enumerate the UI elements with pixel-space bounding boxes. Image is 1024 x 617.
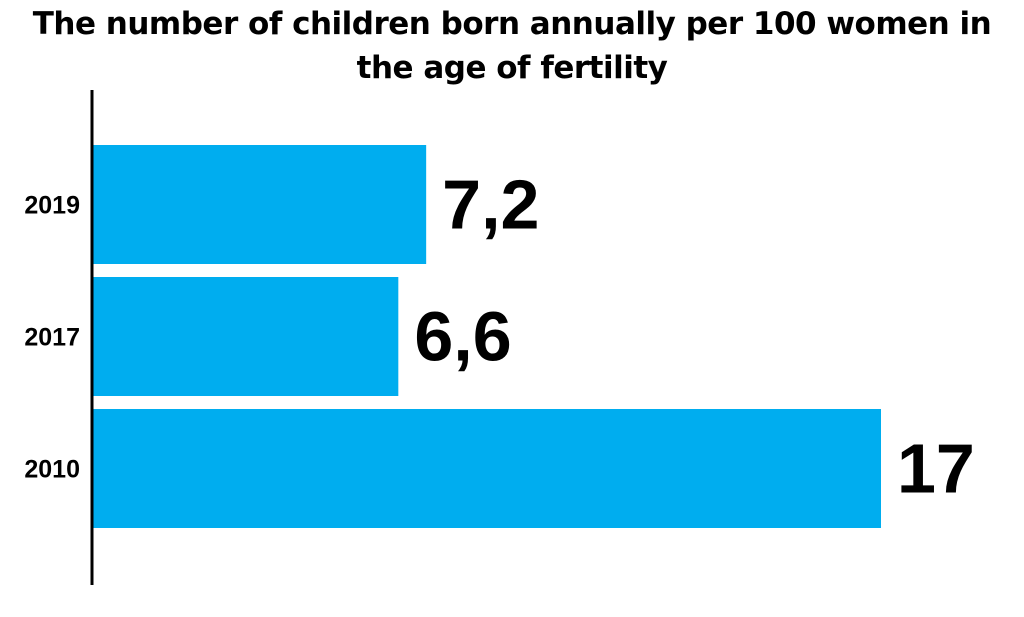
chart-title: The number of children born annually per…: [32, 6, 992, 86]
data-label-2010: 17: [897, 430, 975, 508]
bar-2017: [92, 277, 399, 396]
y-tick-label-2017: 2017: [24, 324, 80, 352]
bars-layer: [92, 145, 881, 528]
y-tick-label-2010: 2010: [24, 456, 80, 484]
bar-2019: [92, 145, 427, 264]
y-tick-label-2019: 2019: [24, 192, 80, 220]
labels-layer: 2019 7,2 2017 6,6 2010 17: [24, 166, 975, 508]
bar-2010: [92, 409, 881, 528]
data-label-2019: 7,2: [442, 166, 539, 244]
data-label-2017: 6,6: [414, 298, 511, 376]
